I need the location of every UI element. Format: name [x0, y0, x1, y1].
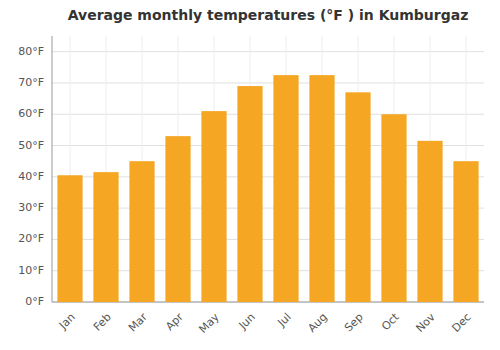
bar [237, 86, 262, 302]
x-tick-label: Dec [450, 311, 474, 335]
x-axis: Jan Feb Mar Apr May Jun Jul Aug Sep Oct Nov Dec [52, 302, 484, 336]
y-tick-label: 10°F [18, 264, 44, 277]
bar [453, 161, 478, 302]
bar [93, 172, 118, 302]
y-tick-label: 80°F [18, 45, 44, 58]
x-tick-label: Aug [305, 311, 329, 335]
grid-line [52, 51, 484, 52]
grid [52, 36, 484, 302]
x-tick-label: Jul [274, 311, 293, 330]
bar [345, 92, 370, 302]
y-tick-label: 70°F [18, 76, 44, 89]
y-tick-label: 60°F [18, 107, 44, 120]
bar [201, 111, 226, 302]
grid-line [52, 82, 484, 83]
bar [129, 161, 154, 302]
y-tick-label: 0°F [25, 295, 44, 308]
x-tick-label: Mar [126, 310, 150, 334]
x-tick-label: Sep [342, 311, 366, 335]
x-tick-label: Apr [163, 310, 186, 333]
chart-container: 0°F 10°F 20°F 30°F 40°F 50°F 60°F 70°F 80°F Jan Fe… [0, 0, 500, 350]
y-tick-label: 40°F [18, 170, 44, 183]
title: Average monthly temperatures (°F ) in Ku… [68, 7, 469, 23]
x-tick-label: Jun [236, 311, 258, 333]
grid-line [52, 114, 484, 115]
bar [417, 141, 442, 302]
y-tick-label: 20°F [18, 232, 44, 245]
y-axis-line [52, 36, 53, 302]
bar [309, 75, 334, 302]
y-axis: 0°F 10°F 20°F 30°F 40°F 50°F 60°F 70°F 80°F [18, 36, 52, 308]
x-tick-label: Jan [56, 311, 78, 333]
chart: 0°F 10°F 20°F 30°F 40°F 50°F 60°F 70°F 80°F Jan Fe… [0, 0, 500, 350]
bars [57, 75, 478, 302]
x-tick-label: May [196, 310, 222, 336]
x-tick-label: Oct [379, 310, 402, 333]
y-tick-label: 30°F [18, 201, 44, 214]
bar [273, 75, 298, 302]
x-tick-label: Feb [91, 311, 114, 334]
bar [57, 175, 82, 302]
bar [165, 136, 190, 302]
y-tick-label: 50°F [18, 139, 44, 152]
x-tick-label: Nov [413, 310, 438, 335]
bar [381, 114, 406, 302]
